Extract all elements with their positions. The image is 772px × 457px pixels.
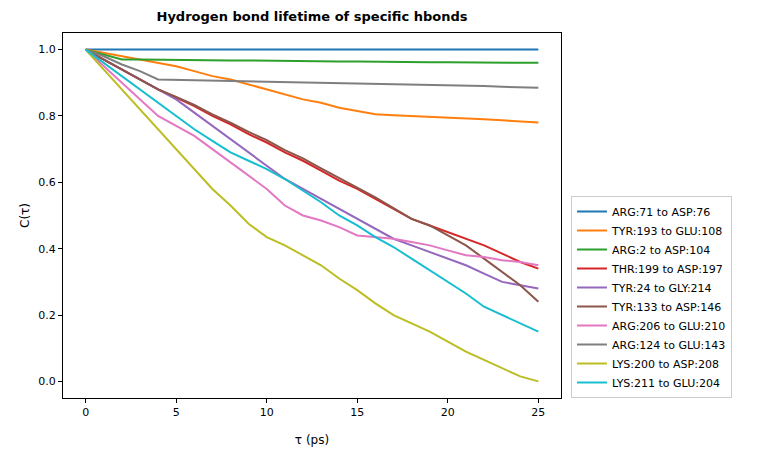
svg-text:0: 0 <box>82 406 89 419</box>
svg-text:Hydrogen bond lifetime of spec: Hydrogen bond lifetime of specific hbond… <box>157 9 468 24</box>
svg-text:5: 5 <box>173 406 180 419</box>
svg-text:ARG:206 to GLU:210: ARG:206 to GLU:210 <box>612 320 725 333</box>
svg-text:25: 25 <box>531 406 545 419</box>
svg-text:0.2: 0.2 <box>38 309 56 322</box>
svg-text:TYR:193 to GLU:108: TYR:193 to GLU:108 <box>611 225 722 238</box>
svg-text:0.8: 0.8 <box>38 110 56 123</box>
svg-text:ARG:71 to ASP:76: ARG:71 to ASP:76 <box>612 206 710 219</box>
svg-text:0.6: 0.6 <box>38 176 56 189</box>
svg-text:ARG:2 to ASP:104: ARG:2 to ASP:104 <box>612 244 710 257</box>
svg-text:TYR:24 to GLY:214: TYR:24 to GLY:214 <box>611 282 712 295</box>
svg-text:τ (ps): τ (ps) <box>295 433 329 447</box>
svg-text:0.4: 0.4 <box>38 243 56 256</box>
svg-text:1.0: 1.0 <box>38 43 56 56</box>
svg-text:20: 20 <box>441 406 455 419</box>
svg-text:THR:199 to ASP:197: THR:199 to ASP:197 <box>611 263 723 276</box>
svg-text:C(τ): C(τ) <box>18 203 32 228</box>
svg-text:ARG:124 to GLU:143: ARG:124 to GLU:143 <box>612 339 725 352</box>
svg-text:10: 10 <box>260 406 274 419</box>
svg-text:TYR:133 to ASP:146: TYR:133 to ASP:146 <box>611 301 721 314</box>
svg-text:0.0: 0.0 <box>38 375 56 388</box>
svg-text:LYS:200 to ASP:208: LYS:200 to ASP:208 <box>612 358 719 371</box>
svg-text:15: 15 <box>350 406 364 419</box>
svg-text:LYS:211 to GLU:204: LYS:211 to GLU:204 <box>612 377 720 390</box>
